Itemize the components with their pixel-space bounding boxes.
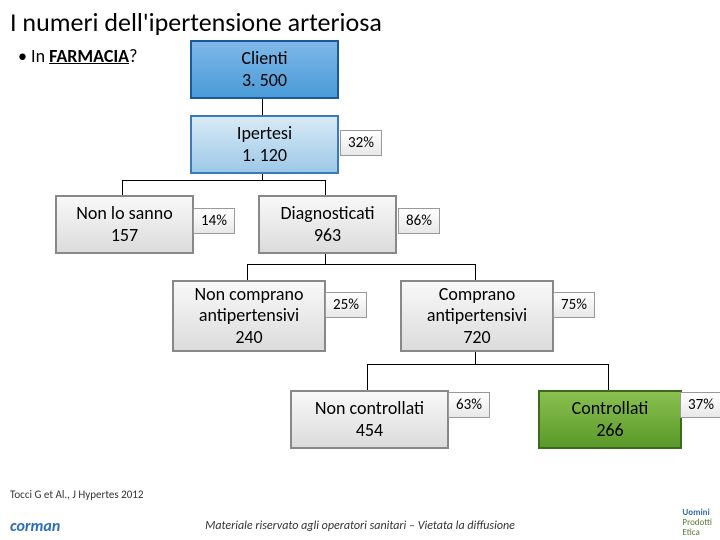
footer-text: Materiale riservato agli operatori sanit… — [0, 512, 720, 540]
logo-right: UominiProdottiEtica — [682, 508, 712, 538]
node-label: Comprano — [439, 284, 515, 306]
node-value: 720 — [463, 327, 490, 349]
node-label: Non comprano — [195, 284, 304, 306]
citation: Tocci G et Al., J Hypertes 2012 — [10, 488, 143, 501]
node-noncomprano: Non compranoantipertensivi240 — [172, 280, 326, 352]
node-value: 266 — [596, 420, 623, 442]
conn — [475, 264, 476, 280]
bullet-line: • In FARMACIA? — [18, 45, 137, 67]
node-label: Non controllati — [315, 398, 424, 420]
pct-37: 37% — [680, 392, 720, 418]
conn — [122, 180, 123, 195]
node-clienti: Clienti3. 500 — [190, 40, 339, 99]
node-value: 240 — [235, 327, 262, 349]
node-label: Clienti — [241, 48, 287, 70]
node-ipertesi: Ipertesi1. 120 — [190, 115, 339, 174]
pct-14: 14% — [193, 208, 235, 234]
node-noncontrollati: Non controllati454 — [290, 390, 449, 449]
pct-75: 75% — [553, 292, 595, 318]
node-value: 1. 120 — [242, 145, 287, 167]
node-label: Diagnosticati — [280, 203, 374, 225]
pct-25: 25% — [325, 292, 367, 318]
conn — [367, 364, 368, 390]
conn — [608, 364, 609, 390]
bullet-prefix: In — [31, 45, 49, 67]
conn — [247, 264, 476, 265]
node-label2: antipertensivi — [427, 305, 527, 327]
node-nonlosanno: Non lo sanno157 — [55, 195, 194, 254]
node-value: 157 — [111, 225, 138, 247]
conn — [122, 180, 326, 181]
node-diagnosticati: Diagnosticati963 — [258, 195, 397, 254]
pct-86: 86% — [398, 208, 440, 234]
bullet-main: FARMACIA — [49, 45, 129, 67]
node-label: Non lo sanno — [76, 203, 172, 225]
node-label2: antipertensivi — [199, 305, 299, 327]
node-value: 963 — [314, 225, 341, 247]
node-label: Ipertesi — [237, 123, 292, 145]
pct-63: 63% — [448, 392, 490, 418]
conn — [325, 180, 326, 195]
node-value: 3. 500 — [242, 70, 287, 92]
node-comprano: Compranoantipertensivi720 — [400, 280, 554, 352]
conn — [367, 364, 609, 365]
page-title: I numeri dell'ipertensione arteriosa — [10, 6, 382, 38]
node-value: 454 — [356, 420, 383, 442]
conn — [247, 264, 248, 280]
node-controllati: Controllati266 — [538, 390, 682, 449]
node-label: Controllati — [572, 398, 649, 420]
pct-32: 32% — [340, 130, 382, 156]
bullet-suffix: ? — [129, 45, 137, 67]
